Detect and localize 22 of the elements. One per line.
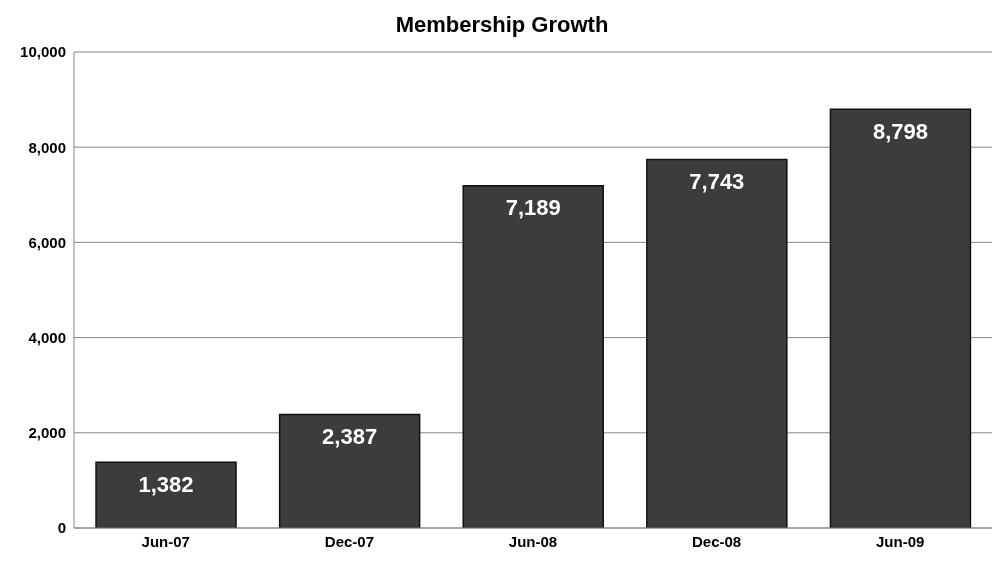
data-label: 7,743 [689, 169, 745, 195]
y-tick-label: 2,000 [28, 424, 66, 442]
x-tick-label: Dec-08 [692, 532, 742, 550]
data-label: 1,382 [138, 471, 194, 497]
y-tick-label: 8,000 [28, 138, 66, 156]
x-tick-label: Jun-08 [508, 532, 558, 550]
bar [829, 108, 972, 528]
x-tick-label: Jun-07 [141, 532, 190, 550]
chart-title: Membership Growth [394, 11, 610, 39]
bar [462, 185, 604, 528]
data-label: 2,387 [322, 424, 378, 449]
y-tick-label: 10,000 [20, 43, 66, 61]
x-tick-label: Jun-09 [876, 532, 925, 550]
data-label: 8,798 [872, 118, 928, 144]
bar [278, 413, 421, 528]
data-label: 7,189 [505, 195, 561, 221]
y-tick-label: 0 [57, 519, 66, 537]
y-tick-label: 4,000 [28, 328, 66, 346]
bar [95, 461, 237, 528]
x-tick-label: Dec-07 [324, 532, 374, 550]
y-tick-label: 6,000 [28, 233, 66, 251]
bar [646, 158, 788, 528]
